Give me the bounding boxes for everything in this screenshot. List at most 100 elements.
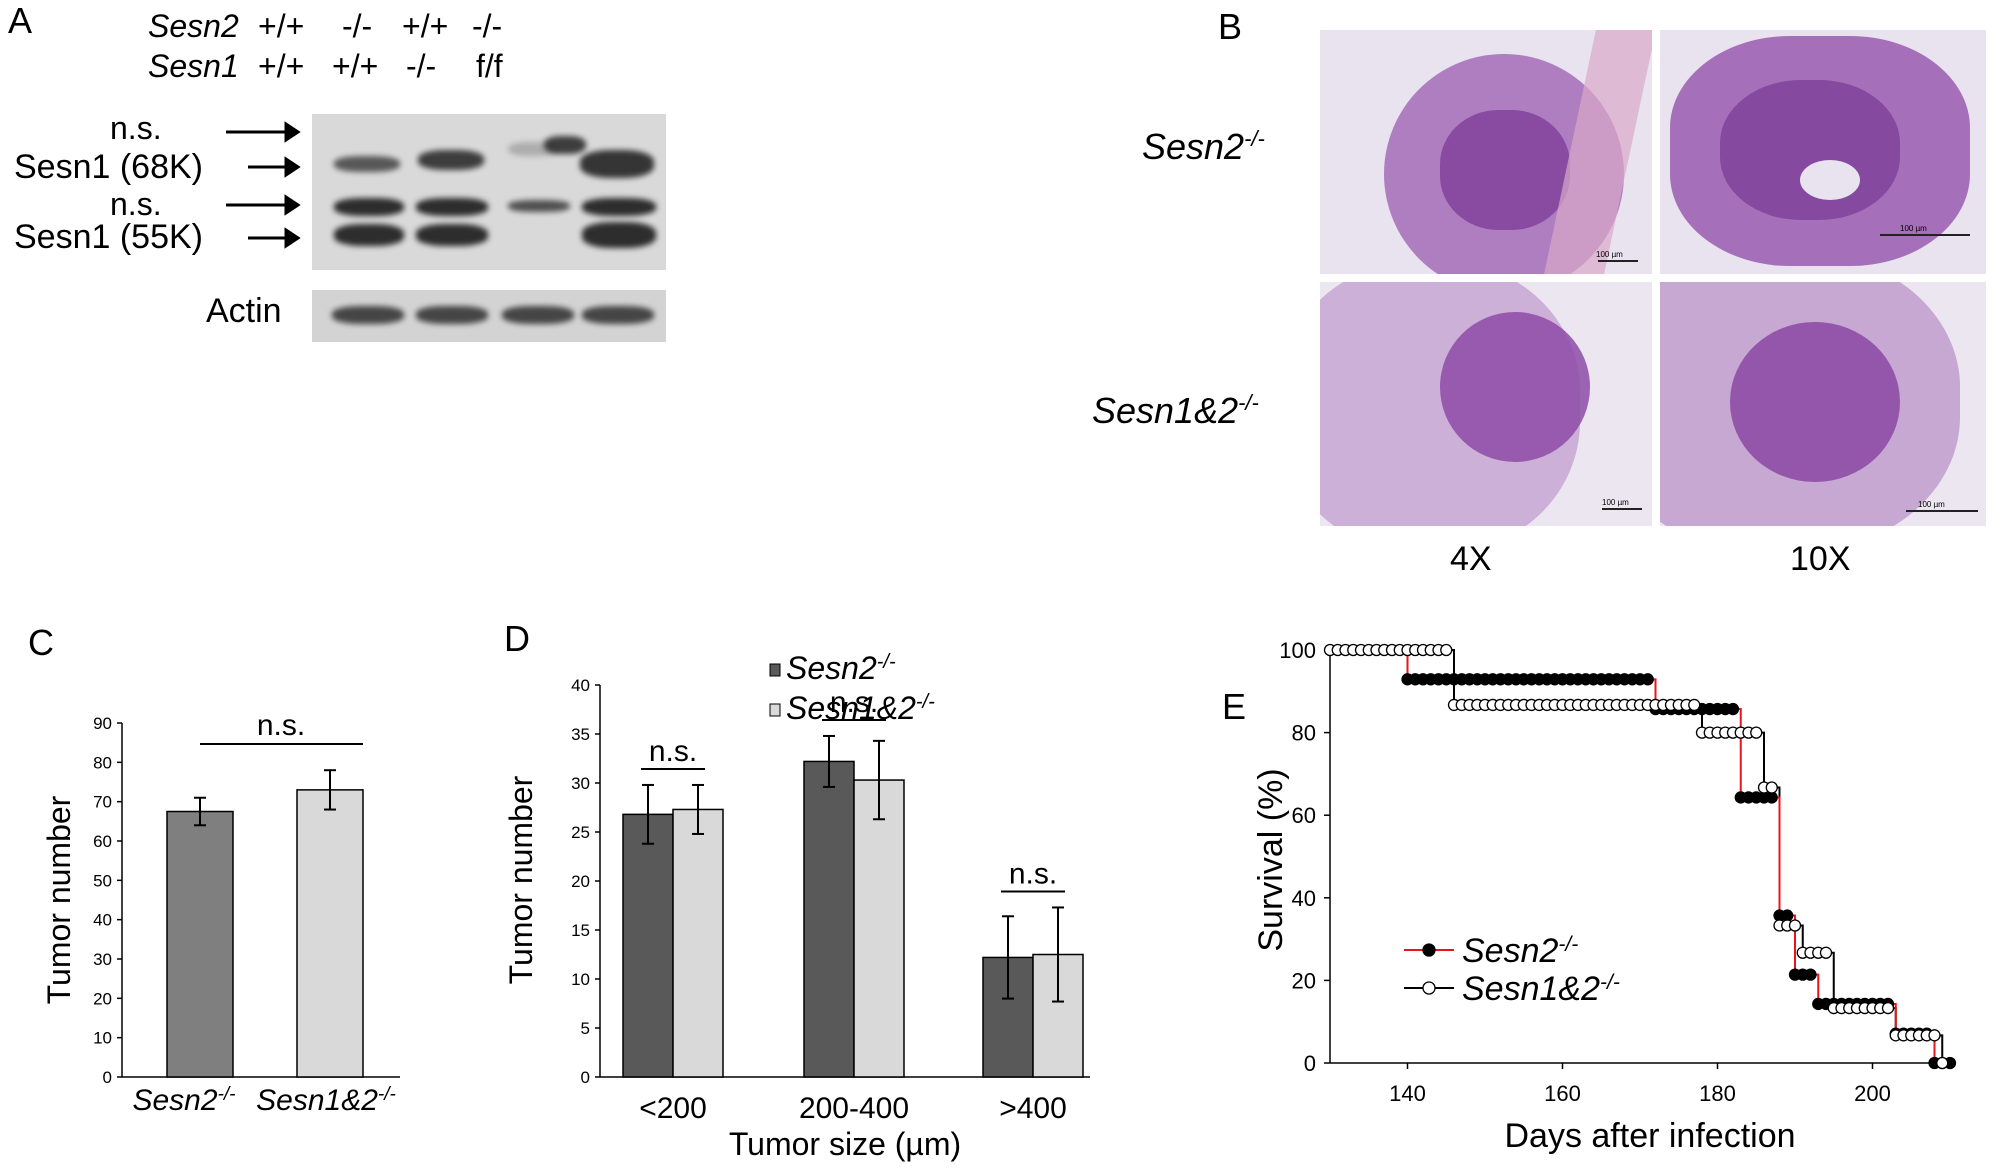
panel-e-letter: E	[1222, 686, 1247, 727]
histology-mag-4x: 4X	[1450, 540, 1492, 578]
survival-marker-series-1	[1641, 673, 1654, 686]
arrow-icon	[284, 121, 301, 143]
wb-genotype-sesn2-lane4: -/-	[472, 8, 503, 44]
x-axis-label: Days after infection	[1504, 1117, 1795, 1155]
survival-marker-series-2	[1881, 1001, 1895, 1015]
scale-bar-label: 100 µm	[1602, 498, 1629, 507]
y-tick-label: 25	[571, 823, 590, 842]
y-tick-label: 5	[581, 1019, 590, 1038]
legend-marker-2	[1422, 981, 1436, 995]
legend-swatch-2	[769, 703, 781, 717]
y-tick-label: 90	[93, 714, 112, 733]
bar-200-400-series-1	[803, 760, 855, 1078]
survival-marker-series-1	[1726, 702, 1740, 716]
legend-label-1: Sesn2-/-	[786, 650, 896, 686]
histology-row-label-sesn2: Sesn2-/-	[1142, 126, 1265, 168]
survival-marker-series-1	[1804, 968, 1817, 981]
survival-marker-series-2	[1819, 946, 1833, 959]
y-tick-label: 0	[1304, 1051, 1316, 1076]
wb-row-label-sesn1: Sesn1	[148, 48, 239, 84]
histology-row-label-sesn12-base: Sesn1&2	[1092, 390, 1239, 431]
legend-label-2: Sesn1&2-/-	[1462, 970, 1620, 1008]
y-tick-label: 10	[93, 1029, 112, 1048]
significance-label: n.s.	[1009, 857, 1057, 890]
arrow-icon	[284, 156, 301, 178]
x-tick-label: 200-400	[799, 1092, 909, 1125]
survival-marker-series-2	[1936, 1056, 1949, 1070]
y-tick-label: 80	[93, 753, 112, 772]
wb-band-label-sesn1-68k: Sesn1 (68K)	[14, 148, 203, 186]
x-tick-label: 180	[1699, 1081, 1736, 1106]
x-tick-label: 160	[1544, 1081, 1581, 1106]
wb-band-label-ns-1: n.s.	[110, 110, 162, 146]
legend-swatch-1	[769, 663, 781, 677]
bar-2	[296, 789, 364, 1078]
y-tick-label: 0	[103, 1068, 112, 1087]
chart-d: 0 5 10 15 20 25 30 35 40 <200 n.s. 200-400 n.s. >400 n…	[503, 650, 1090, 1162]
histology-image-sesn12-10x: 100 µm	[1660, 282, 1986, 526]
histology-mag-10x: 10X	[1790, 540, 1851, 578]
y-tick-label: 60	[1292, 803, 1316, 828]
histology-image-sesn2-4x: 100 µm	[1320, 30, 1652, 274]
survival-marker-series-2	[1788, 919, 1802, 932]
histology-row-label-sesn12-sup: -/-	[1238, 390, 1259, 415]
y-tick-label: 70	[93, 793, 112, 812]
wb-row-label-sesn2: Sesn2	[148, 8, 239, 44]
y-axis-label: Survival (%)	[1252, 768, 1290, 951]
x-tick-label: 140	[1389, 1081, 1426, 1106]
histology-image-sesn12-4x: 100 µm	[1320, 282, 1652, 526]
wb-band-label-sesn1-55k: Sesn1 (55K)	[14, 218, 203, 256]
western-blot-main	[312, 114, 666, 270]
survival-marker-series-2	[1928, 1029, 1941, 1042]
y-tick-label: 30	[571, 774, 590, 793]
significance-label: n.s.	[257, 709, 305, 742]
panel-b-letter: B	[1218, 6, 1243, 47]
wb-genotype-sesn2-lane2: -/-	[342, 8, 373, 44]
y-tick-label: 40	[93, 911, 112, 930]
survival-marker-series-2	[1688, 698, 1701, 712]
arrow-icon	[284, 227, 301, 249]
scale-bar-label: 100 µm	[1900, 224, 1927, 233]
bar-200-400-series-2	[853, 779, 905, 1078]
y-axis-label: Tumor number	[503, 775, 539, 984]
wb-band-label-ns-2: n.s.	[110, 186, 162, 222]
y-tick-label: 100	[1279, 638, 1316, 663]
y-tick-label: 40	[1292, 886, 1316, 911]
y-tick-label: 60	[93, 832, 112, 851]
survival-marker-series-2	[1765, 781, 1778, 794]
western-blot-actin	[312, 290, 666, 342]
wb-genotype-sesn1-lane2: +/+	[332, 48, 379, 84]
y-axis-label: Tumor number	[41, 795, 77, 1004]
bar-1	[166, 810, 234, 1078]
significance-label: n.s.	[830, 686, 878, 719]
wb-genotype-sesn1-lane1: +/+	[258, 48, 305, 84]
survival-marker-series-2	[1750, 726, 1763, 739]
x-tick-label: Sesn2-/-	[132, 1084, 235, 1118]
y-tick-label: 50	[93, 871, 112, 890]
y-tick-label: 35	[571, 725, 590, 744]
bar-<200-series-2	[672, 808, 724, 1078]
y-tick-label: 20	[1292, 968, 1316, 993]
wb-genotype-sesn1-lane3: -/-	[406, 48, 437, 84]
wb-genotype-sesn2-lane1: +/+	[258, 8, 305, 44]
wb-genotype-sesn2-lane3: +/+	[402, 8, 449, 44]
y-tick-label: 15	[571, 921, 590, 940]
y-tick-label: 10	[571, 970, 590, 989]
histology-row-label-sesn2-sup: -/-	[1244, 126, 1265, 151]
wb-arrows	[226, 121, 301, 249]
x-axis-label: Tumor size (µm)	[729, 1126, 961, 1162]
panel-a-letter: A	[8, 0, 33, 41]
scale-bar-label: 100 µm	[1596, 250, 1623, 259]
y-tick-label: 0	[581, 1068, 590, 1087]
y-tick-label: 20	[571, 872, 590, 891]
bar-<200-series-1	[622, 813, 674, 1078]
chart-e: 0 20 40 60 80 100 140 160 180 200 Days after infec…	[1252, 638, 1957, 1155]
histology-image-sesn2-10x: 100 µm	[1660, 30, 1986, 274]
legend-label-1: Sesn2-/-	[1462, 932, 1578, 970]
wb-genotype-sesn1-lane4: f/f	[476, 48, 503, 84]
wb-loading-label-actin: Actin	[206, 292, 282, 330]
y-tick-label: 30	[93, 950, 112, 969]
histology-row-label-sesn12: Sesn1&2-/-	[1092, 390, 1259, 432]
y-tick-label: 80	[1292, 721, 1316, 746]
panel-d-letter: D	[504, 618, 530, 659]
